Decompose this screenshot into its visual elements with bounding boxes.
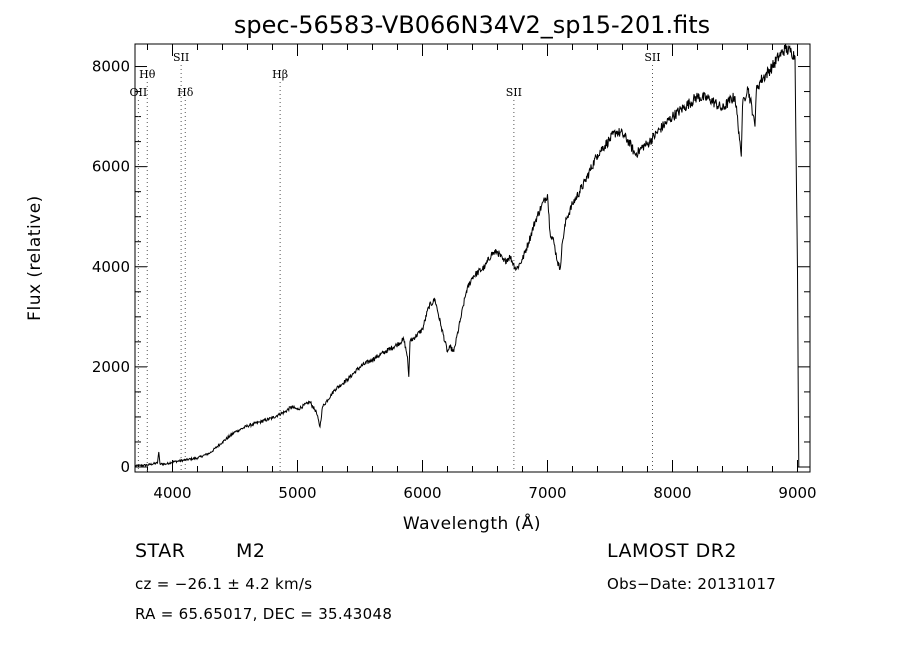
x-tick-label: 4000 [153,484,191,502]
redshift-velocity: cz = −26.1 ± 4.2 km/s [135,575,313,593]
coordinates: RA = 65.65017, DEC = 35.43048 [135,605,393,623]
spectral-line-label: SII [506,86,522,99]
y-tick-label: 4000 [92,258,130,276]
x-axis-label: Wavelength (Å) [403,512,541,534]
plot-border [134,43,811,473]
x-tick-label: 7000 [528,484,566,502]
y-tick-label: 8000 [92,58,130,76]
spectrum-series-line [134,43,800,468]
y-axis-label: Flux (relative) [25,195,45,321]
spectral-line-label: SII [173,51,189,64]
y-tick-label: 0 [120,458,130,476]
survey-name: LAMOST DR2 [607,540,737,562]
x-tick-label: 6000 [403,484,441,502]
x-axis: 4000 5000 6000 7000 8000 9000 [147,44,817,502]
spectral-line-label: OII [130,86,148,99]
chart-title: spec-56583-VB066N34V2_sp15-201.fits [234,11,710,39]
plot-frame [134,43,811,473]
object-class: STAR [135,540,186,562]
y-axis: 0 2000 4000 6000 8000 [92,58,810,476]
spectral-line-label: Hθ [139,68,156,81]
x-tick-label: 8000 [653,484,691,502]
y-tick-label: 6000 [92,158,130,176]
x-tick-label: 5000 [278,484,316,502]
y-tick-label: 2000 [92,358,130,376]
spectral-line-label: SII [644,51,660,64]
object-subclass: M2 [236,540,266,562]
spectral-line-label: Hδ [177,86,194,99]
spectral-line-label: Hβ [272,68,288,81]
spectral-line-markers: Hθ OII SII Hδ Hβ SII SII [130,51,661,472]
observation-date: Obs−Date: 20131017 [607,575,777,593]
x-tick-label: 9000 [778,484,816,502]
